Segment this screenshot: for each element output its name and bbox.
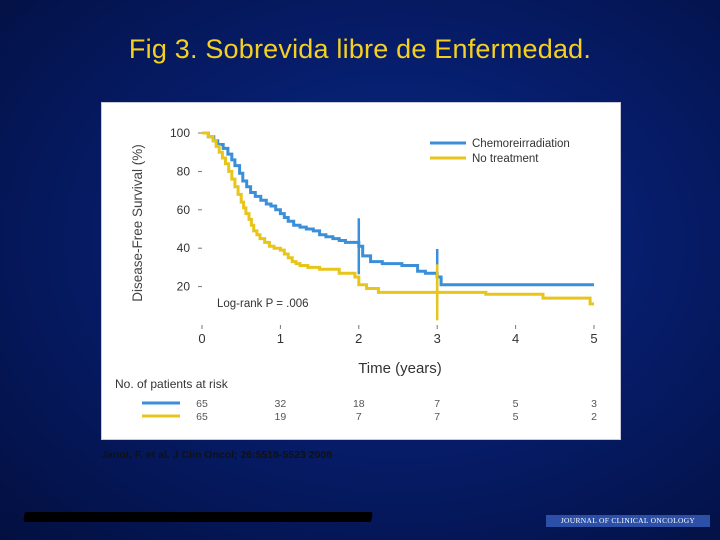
log-rank-annotation: Log-rank P = .006 [217, 298, 309, 310]
legend-label-chemoreirradiation: Chemoreirradiation [472, 138, 570, 150]
x-tick-label-0: 0 [198, 331, 205, 346]
series-line-no-treatment [202, 131, 594, 306]
at-risk-value-chemoreirradiation-4: 5 [513, 398, 519, 410]
series-line-chemoreirradiation [202, 131, 594, 287]
at-risk-value-chemoreirradiation-1: 32 [275, 398, 287, 410]
journal-logo: JOURNAL OF CLINICAL ONCOLOGY [546, 515, 710, 527]
y-tick-label-80: 80 [177, 164, 191, 178]
x-tick-label-1: 1 [277, 331, 284, 346]
at-risk-value-no-treatment-5: 2 [591, 411, 597, 423]
y-tick-label-100: 100 [170, 126, 190, 140]
at-risk-value-no-treatment-1: 19 [275, 411, 287, 423]
citation: Janot, F. et al. J Clin Oncol; 26:5518-5… [101, 449, 333, 461]
x-tick-label-5: 5 [590, 331, 597, 346]
x-axis-label: Time (years) [358, 360, 442, 377]
at-risk-value-no-treatment-2: 7 [356, 411, 362, 423]
at-risk-title: No. of patients at risk [115, 377, 229, 391]
at-risk-value-no-treatment-3: 7 [434, 411, 440, 423]
at-risk-value-chemoreirradiation-3: 7 [434, 398, 440, 410]
y-axis-label: Disease-Free Survival (%) [130, 144, 145, 302]
at-risk-value-no-treatment-4: 5 [513, 411, 519, 423]
legend-label-no-treatment: No treatment [472, 153, 539, 165]
y-tick-label-60: 60 [177, 203, 191, 217]
at-risk-value-no-treatment-0: 65 [196, 411, 208, 423]
at-risk-value-chemoreirradiation-5: 3 [591, 398, 597, 410]
slide-title: Fig 3. Sobrevida libre de Enfermedad. [128, 34, 592, 64]
redacted-text-bar [23, 512, 373, 522]
y-tick-label-40: 40 [177, 241, 191, 255]
legend: Chemoreirradiation No treatment [430, 138, 570, 165]
at-risk-value-chemoreirradiation-0: 65 [196, 398, 208, 410]
figure-panel: 20 40 60 80 100 0 1 2 3 4 5 Disease-Free Survival … [101, 102, 621, 440]
at-risk-value-chemoreirradiation-2: 18 [353, 398, 365, 410]
y-tick-label-20: 20 [177, 280, 191, 294]
x-tick-label-2: 2 [355, 331, 362, 346]
x-tick-label-4: 4 [512, 331, 519, 346]
x-tick-label-3: 3 [434, 331, 441, 346]
